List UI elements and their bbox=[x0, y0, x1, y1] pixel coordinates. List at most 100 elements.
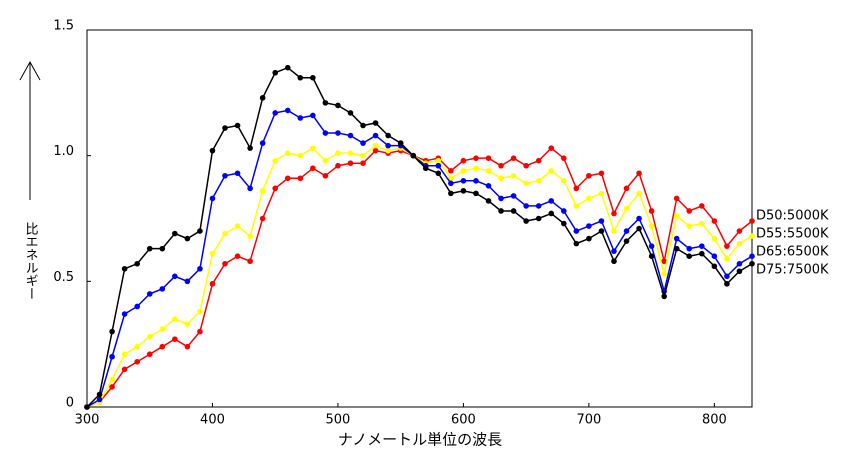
point bbox=[586, 235, 592, 242]
point bbox=[460, 188, 467, 194]
point bbox=[347, 110, 354, 116]
point bbox=[184, 321, 191, 327]
point bbox=[121, 311, 128, 317]
point bbox=[548, 210, 555, 217]
point bbox=[498, 195, 504, 202]
point bbox=[109, 376, 115, 383]
point bbox=[560, 178, 567, 184]
point bbox=[510, 208, 517, 214]
point bbox=[586, 172, 592, 179]
point bbox=[435, 170, 442, 177]
point bbox=[473, 155, 479, 161]
point bbox=[711, 235, 718, 242]
point bbox=[121, 265, 128, 272]
point bbox=[699, 243, 705, 249]
point bbox=[134, 343, 140, 350]
point bbox=[535, 178, 542, 184]
point bbox=[234, 223, 241, 229]
point bbox=[322, 157, 329, 164]
point bbox=[548, 145, 555, 151]
x-tick-label: 300 bbox=[75, 413, 100, 428]
point bbox=[510, 172, 517, 179]
point bbox=[724, 273, 730, 280]
point bbox=[448, 180, 454, 187]
plot-frame bbox=[86, 29, 753, 408]
y-tick-label: 0.5 bbox=[53, 270, 74, 285]
point bbox=[749, 260, 755, 267]
point bbox=[661, 293, 667, 300]
point bbox=[435, 162, 442, 169]
point bbox=[121, 366, 128, 373]
point bbox=[435, 157, 442, 164]
point bbox=[648, 243, 655, 249]
point bbox=[96, 396, 103, 403]
point bbox=[259, 140, 266, 146]
point bbox=[648, 223, 655, 229]
point bbox=[598, 190, 605, 197]
point bbox=[673, 245, 680, 252]
point bbox=[573, 228, 580, 234]
point bbox=[598, 170, 605, 177]
point bbox=[372, 147, 379, 154]
point bbox=[560, 155, 567, 161]
point bbox=[197, 308, 203, 315]
point bbox=[234, 170, 241, 177]
point bbox=[322, 172, 329, 179]
point bbox=[335, 130, 341, 136]
point bbox=[172, 336, 178, 342]
point bbox=[560, 208, 567, 214]
point bbox=[297, 74, 304, 81]
point bbox=[335, 150, 341, 156]
point bbox=[222, 260, 228, 267]
point bbox=[272, 110, 279, 116]
point bbox=[460, 178, 467, 184]
point bbox=[121, 351, 128, 358]
point bbox=[749, 218, 755, 224]
x-axis-label: ナノメートル単位の波長 bbox=[338, 431, 502, 449]
point bbox=[598, 228, 605, 234]
point bbox=[372, 132, 379, 139]
point bbox=[636, 215, 642, 222]
point bbox=[259, 215, 266, 222]
point bbox=[372, 120, 379, 126]
point bbox=[172, 230, 178, 237]
point bbox=[636, 225, 642, 232]
point bbox=[498, 175, 504, 182]
point bbox=[473, 190, 479, 197]
point bbox=[448, 167, 454, 174]
point bbox=[197, 328, 203, 335]
legend-label: D75:7500K bbox=[756, 263, 829, 278]
point bbox=[134, 260, 140, 267]
point bbox=[686, 245, 693, 252]
point bbox=[360, 140, 366, 146]
point bbox=[159, 286, 166, 292]
point bbox=[385, 147, 391, 154]
point bbox=[648, 253, 655, 259]
point bbox=[284, 150, 291, 156]
point bbox=[146, 245, 153, 252]
point bbox=[535, 203, 542, 209]
y-tick-label: 1.5 bbox=[53, 19, 74, 34]
point bbox=[297, 152, 304, 159]
point bbox=[498, 162, 504, 169]
point bbox=[184, 278, 191, 285]
point bbox=[109, 384, 115, 390]
point bbox=[272, 185, 279, 192]
point bbox=[611, 210, 617, 217]
point bbox=[560, 220, 567, 227]
legend-label: D55:5500K bbox=[756, 227, 829, 242]
point bbox=[272, 157, 279, 164]
point bbox=[460, 157, 467, 164]
point bbox=[322, 100, 329, 106]
point bbox=[510, 155, 517, 161]
legend-label: D50:5000K bbox=[756, 209, 829, 224]
point bbox=[711, 263, 718, 270]
point bbox=[523, 162, 529, 169]
point bbox=[109, 353, 115, 360]
point bbox=[485, 167, 492, 174]
point bbox=[711, 253, 718, 259]
point bbox=[422, 165, 429, 172]
point bbox=[310, 112, 316, 119]
point bbox=[598, 218, 605, 224]
point bbox=[385, 132, 391, 139]
